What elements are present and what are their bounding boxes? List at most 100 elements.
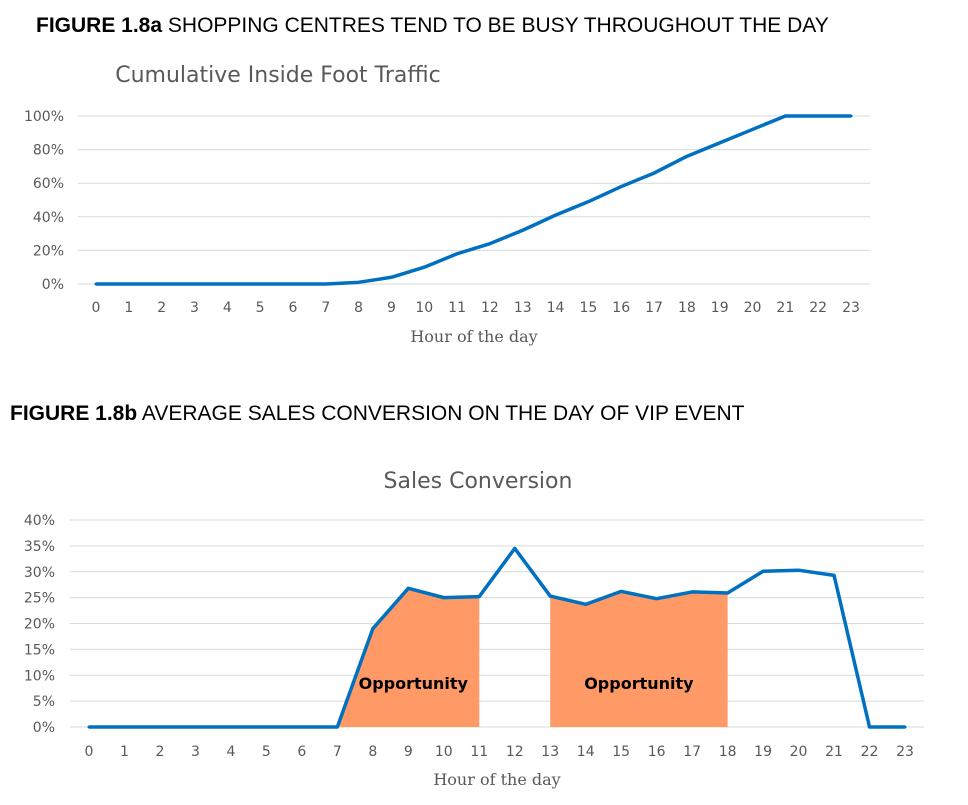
y-tick-label: 20% xyxy=(33,243,64,259)
x-tick-label: 18 xyxy=(678,300,696,316)
x-tick-label: 19 xyxy=(711,300,729,316)
data-point xyxy=(521,228,525,232)
figure-heading-b: FIGURE 1.8b AVERAGE SALES CONVERSION ON … xyxy=(10,402,744,426)
data-point xyxy=(513,546,517,550)
x-axis-label: Hour of the day xyxy=(410,327,537,346)
x-tick-label: 15 xyxy=(612,744,630,760)
data-point xyxy=(477,595,481,599)
figure-number: FIGURE 1.8a xyxy=(36,14,163,37)
data-point xyxy=(455,252,459,256)
y-tick-label: 80% xyxy=(33,143,64,159)
x-tick-label: 21 xyxy=(776,300,794,316)
x-tick-label: 10 xyxy=(435,744,453,760)
data-point xyxy=(718,141,722,145)
data-point xyxy=(619,185,623,189)
data-point xyxy=(371,627,375,631)
x-tick-label: 17 xyxy=(645,300,663,316)
data-point xyxy=(225,282,229,286)
x-tick-label: 14 xyxy=(547,300,565,316)
data-point xyxy=(584,602,588,606)
data-point xyxy=(192,282,196,286)
x-tick-label: 9 xyxy=(387,300,396,316)
data-point xyxy=(488,242,492,246)
data-point xyxy=(422,265,426,269)
x-tick-label: 23 xyxy=(896,744,914,760)
x-tick-label: 1 xyxy=(120,744,129,760)
x-tick-label: 8 xyxy=(368,744,377,760)
x-tick-label: 22 xyxy=(809,300,827,316)
data-point xyxy=(554,213,558,217)
x-tick-label: 13 xyxy=(541,744,559,760)
data-point xyxy=(389,275,393,279)
y-tick-label: 5% xyxy=(33,694,55,710)
x-tick-label: 14 xyxy=(577,744,595,760)
x-tick-label: 0 xyxy=(85,744,94,760)
y-tick-label: 60% xyxy=(33,176,64,192)
data-point xyxy=(903,725,907,729)
x-tick-label: 6 xyxy=(297,744,306,760)
data-point xyxy=(751,127,755,131)
x-tick-label: 12 xyxy=(506,744,524,760)
x-tick-label: 20 xyxy=(790,744,808,760)
x-tick-label: 2 xyxy=(157,300,166,316)
x-tick-label: 13 xyxy=(514,300,532,316)
x-tick-label: 22 xyxy=(861,744,879,760)
y-tick-label: 0% xyxy=(33,720,55,736)
y-tick-label: 15% xyxy=(24,642,55,658)
x-tick-label: 11 xyxy=(470,744,488,760)
x-tick-label: 3 xyxy=(190,300,199,316)
opportunity-region xyxy=(550,591,728,727)
data-point xyxy=(87,725,91,729)
data-point xyxy=(726,591,730,595)
x-tick-label: 10 xyxy=(415,300,433,316)
x-axis-label: Hour of the day xyxy=(433,770,560,789)
y-tick-label: 0% xyxy=(42,277,64,293)
data-point xyxy=(652,171,656,175)
data-point xyxy=(619,589,623,593)
y-tick-label: 10% xyxy=(24,668,55,684)
x-tick-label: 20 xyxy=(744,300,762,316)
data-point xyxy=(761,569,765,573)
data-point xyxy=(291,282,295,286)
x-tick-label: 5 xyxy=(256,300,265,316)
data-point xyxy=(849,114,853,118)
data-point xyxy=(193,725,197,729)
y-tick-label: 35% xyxy=(24,539,55,555)
chart-title: Sales Conversion xyxy=(384,469,573,494)
data-point xyxy=(335,725,339,729)
data-point xyxy=(548,594,552,598)
x-tick-label: 8 xyxy=(354,300,363,316)
series-line xyxy=(96,114,851,286)
x-tick-label: 3 xyxy=(191,744,200,760)
data-point xyxy=(264,725,268,729)
y-tick-label: 100% xyxy=(24,109,64,125)
data-point xyxy=(797,568,801,572)
region-label: Opportunity xyxy=(359,674,469,693)
figure-heading-a: FIGURE 1.8a SHOPPING CENTRES TEND TO BE … xyxy=(36,14,829,38)
y-tick-label: 40% xyxy=(24,513,55,529)
x-tick-label: 17 xyxy=(683,744,701,760)
chart-2: Sales Conversion0%5%10%15%20%25%30%35%40… xyxy=(24,469,924,789)
data-point xyxy=(158,725,162,729)
x-tick-label: 15 xyxy=(579,300,597,316)
x-tick-label: 4 xyxy=(223,300,232,316)
x-tick-label: 5 xyxy=(262,744,271,760)
x-tick-label: 18 xyxy=(719,744,737,760)
x-tick-label: 2 xyxy=(155,744,164,760)
x-tick-label: 23 xyxy=(842,300,860,316)
chart-1: Cumulative Inside Foot Traffic 0% 20% 40% 60… xyxy=(24,63,870,346)
data-point xyxy=(160,282,164,286)
x-tick-label: 0 xyxy=(92,300,101,316)
y-tick-label: 40% xyxy=(33,210,64,226)
x-tick-label: 19 xyxy=(754,744,772,760)
chart-title: Cumulative Inside Foot Traffic xyxy=(115,63,441,88)
x-tick-label: 7 xyxy=(333,744,342,760)
data-point xyxy=(832,573,836,577)
data-point xyxy=(783,114,787,118)
opportunity-region xyxy=(337,588,480,727)
x-tick-label: 12 xyxy=(481,300,499,316)
data-point xyxy=(868,725,872,729)
x-tick-label: 16 xyxy=(648,744,666,760)
data-point xyxy=(127,282,131,286)
